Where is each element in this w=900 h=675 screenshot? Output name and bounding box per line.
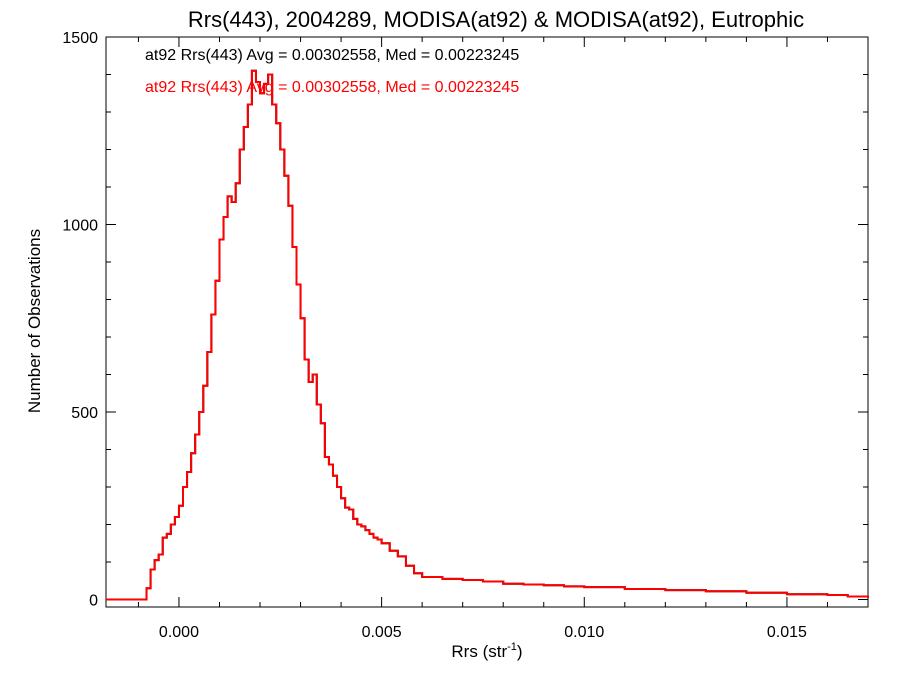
legend-entry-black: at92 Rrs(443) Avg = 0.00302558, Med = 0.… <box>145 47 519 64</box>
x-tick-label: 0.005 <box>362 624 402 641</box>
y-axis-label: Number of Observations <box>25 229 44 413</box>
y-tick-label: 0 <box>89 593 98 610</box>
x-axis-label-main: Rrs (str <box>451 642 507 661</box>
x-axis: 0.000 0.005 0.010 0.015 <box>137 37 828 641</box>
plot-area <box>105 36 869 608</box>
x-tick-label: 0.015 <box>767 624 807 641</box>
chart-title: Rrs(443), 2004289, MODISA(at92) & MODISA… <box>188 7 804 32</box>
series-line-red <box>106 69 869 601</box>
plot-frame <box>105 36 869 608</box>
series-line-black <box>106 69 869 601</box>
legend-entry-red: at92 Rrs(443) Avg = 0.00302558, Med = 0.… <box>145 79 519 96</box>
y-tick-label: 1000 <box>62 218 98 235</box>
y-axis: 0 500 1000 1500 <box>62 30 868 610</box>
x-tick-label: 0.010 <box>564 624 604 641</box>
x-axis-label-suffix: ) <box>517 642 523 661</box>
y-tick-label: 1500 <box>62 30 98 47</box>
series-layer <box>106 69 869 601</box>
x-tick-label: 0.000 <box>159 624 199 641</box>
x-axis-label: Rrs (str-1) <box>451 641 522 661</box>
y-tick-label: 500 <box>71 405 98 422</box>
x-axis-label-superscript: -1 <box>507 641 517 653</box>
